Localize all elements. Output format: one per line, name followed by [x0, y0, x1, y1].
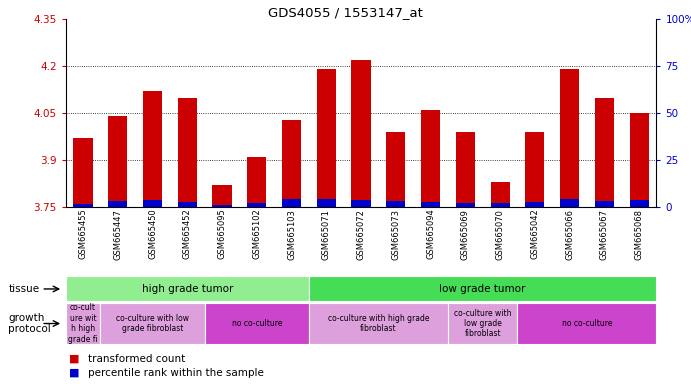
Bar — [212, 205, 231, 207]
Bar — [316, 199, 336, 207]
Text: co-culture with low
grade fibroblast: co-culture with low grade fibroblast — [116, 314, 189, 333]
Text: ■: ■ — [69, 367, 83, 377]
Bar — [282, 119, 301, 207]
Text: no co-culture: no co-culture — [562, 319, 612, 328]
Text: low grade tumor: low grade tumor — [439, 284, 526, 294]
Bar — [178, 202, 197, 207]
Bar — [386, 201, 406, 207]
Bar — [386, 132, 406, 207]
Text: tissue: tissue — [8, 284, 39, 294]
Bar — [108, 116, 127, 207]
Bar — [247, 203, 266, 207]
Bar — [352, 200, 370, 207]
Bar — [421, 110, 440, 207]
Bar — [630, 200, 649, 207]
Bar — [448, 303, 518, 344]
Bar — [595, 98, 614, 207]
Bar — [421, 202, 440, 207]
Bar — [178, 98, 197, 207]
Bar — [143, 91, 162, 207]
Bar — [491, 182, 510, 207]
Bar — [309, 303, 448, 344]
Bar — [525, 202, 545, 207]
Bar — [456, 203, 475, 207]
Text: growth
protocol: growth protocol — [8, 313, 51, 334]
Text: co-cult
ure wit
h high
grade fi: co-cult ure wit h high grade fi — [68, 303, 98, 344]
Bar — [560, 199, 579, 207]
Bar — [316, 70, 336, 207]
Bar — [456, 132, 475, 207]
Bar — [73, 204, 93, 207]
Bar — [108, 201, 127, 207]
Bar — [100, 303, 205, 344]
Bar — [212, 185, 231, 207]
Bar — [143, 200, 162, 207]
Text: transformed count: transformed count — [88, 354, 186, 364]
Bar — [73, 138, 93, 207]
Bar — [491, 203, 510, 207]
Bar — [560, 70, 579, 207]
Bar — [630, 113, 649, 207]
Bar — [66, 276, 309, 301]
Bar — [66, 303, 100, 344]
Text: percentile rank within the sample: percentile rank within the sample — [88, 367, 265, 377]
Bar — [352, 60, 370, 207]
Text: GDS4055 / 1553147_at: GDS4055 / 1553147_at — [268, 6, 423, 19]
Bar — [282, 199, 301, 207]
Text: co-culture with
low grade
fibroblast: co-culture with low grade fibroblast — [454, 309, 511, 338]
Bar — [309, 276, 656, 301]
Text: ■: ■ — [69, 354, 83, 364]
Text: high grade tumor: high grade tumor — [142, 284, 233, 294]
Bar — [247, 157, 266, 207]
Bar — [525, 132, 545, 207]
Text: no co-culture: no co-culture — [231, 319, 282, 328]
Text: co-culture with high grade
fibroblast: co-culture with high grade fibroblast — [328, 314, 429, 333]
Bar — [205, 303, 309, 344]
Bar — [595, 201, 614, 207]
Bar — [518, 303, 656, 344]
